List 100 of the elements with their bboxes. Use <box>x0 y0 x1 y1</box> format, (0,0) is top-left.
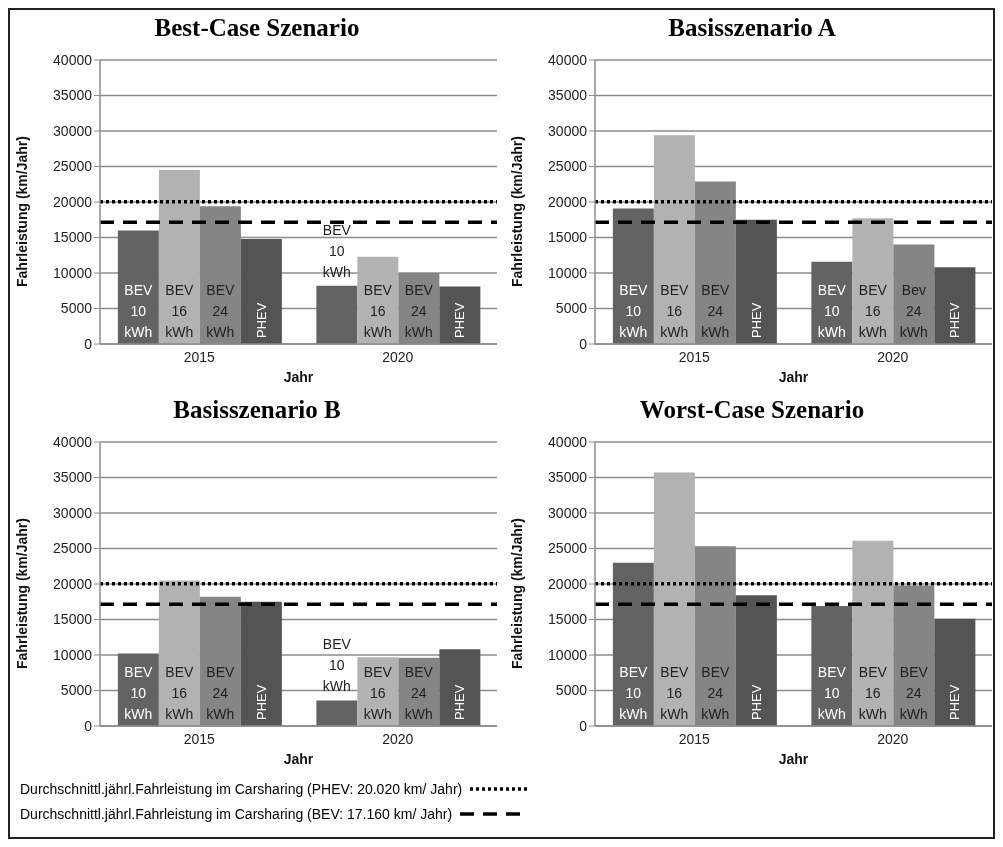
y-tick-label: 5000 <box>555 300 588 317</box>
x-axis-title: Jahr <box>778 751 809 767</box>
series-label: BEV 16 kWh <box>660 281 690 340</box>
series-label: BEV 24 kWh <box>701 281 731 340</box>
series-label: BEV 10 kWh <box>124 281 154 340</box>
series-label: BEV 16 kWh <box>165 281 195 340</box>
y-tick-label: 35000 <box>548 469 588 486</box>
chart-title: Best-Case Szenario <box>153 14 361 42</box>
annotation: Bev 24 kWh <box>899 281 928 340</box>
bar <box>612 562 654 726</box>
bar <box>158 170 200 344</box>
series-label: BEV 16 kWh <box>165 663 195 722</box>
series-label: BEV 10 kWh <box>619 281 649 340</box>
bar <box>852 540 894 726</box>
y-axis-title: Fahrleistung (km/Jahr) <box>508 518 525 669</box>
x-tick-label: 2015 <box>678 730 711 747</box>
text: BEV 10 kWh <box>817 663 846 722</box>
text: BEV 10 kWh <box>817 281 846 340</box>
series-label: PHEV <box>253 302 269 338</box>
y-tick-label: 15000 <box>548 229 588 246</box>
bar <box>240 601 282 726</box>
x-tick-label: 2020 <box>382 348 414 365</box>
bar <box>735 595 777 726</box>
y-tick-label: 25000 <box>53 540 93 557</box>
y-tick-label: 30000 <box>53 504 93 521</box>
text: BEV 10 kWh <box>322 636 351 695</box>
text: BEV 10 kWh <box>322 221 351 280</box>
bar <box>439 649 481 726</box>
bar <box>240 238 282 344</box>
y-tick-label: 20000 <box>53 193 93 210</box>
y-tick-label: 0 <box>579 335 588 352</box>
text: BEV 16 kWh <box>858 281 887 340</box>
y-tick-label: 25000 <box>548 540 588 557</box>
y-tick-label: 10000 <box>548 264 588 281</box>
y-tick-label: 20000 <box>548 193 588 210</box>
y-tick-label: 40000 <box>53 51 93 68</box>
series-label: BEV 10 kWh <box>124 663 154 722</box>
y-tick-label: 30000 <box>548 504 588 521</box>
chart-title: Worst-Case Szenario <box>638 396 866 424</box>
y-tick-label: 10000 <box>548 646 588 663</box>
x-axis-title: Jahr <box>778 369 809 385</box>
y-tick-label: 20000 <box>53 575 93 592</box>
bar <box>158 580 200 726</box>
y-tick-label: 35000 <box>548 87 588 104</box>
text: BEV 24 kWh <box>899 663 928 722</box>
x-tick-label: 2020 <box>877 730 909 747</box>
legend-label: Durchschnittl.jährl.Fahrleistung im Carsharing (PHEV: 20.020 km/ Jahr) <box>20 780 463 797</box>
bar <box>934 267 976 344</box>
series-label: PHEV <box>748 302 764 338</box>
series-label: BEV 24 kWh <box>701 663 731 722</box>
series-label: BEV 10 kWh <box>619 663 649 722</box>
text: BEV 16 kWh <box>858 663 887 722</box>
x-tick-label: 2015 <box>183 348 216 365</box>
x-tick-label: 2015 <box>183 730 216 747</box>
text: PHEV <box>947 684 963 720</box>
bar <box>316 285 358 344</box>
y-tick-label: 30000 <box>53 122 93 139</box>
text: BEV 16 kWh <box>363 281 392 340</box>
series-label: BEV 16 kWh <box>660 663 690 722</box>
series-label: BEV 24 kWh <box>206 281 236 340</box>
y-tick-label: 20000 <box>548 575 588 592</box>
bar <box>934 618 976 726</box>
y-axis-title: Fahrleistung (km/Jahr) <box>508 136 525 287</box>
y-tick-label: 5000 <box>60 682 93 699</box>
y-tick-label: 0 <box>84 717 93 734</box>
bar <box>653 472 695 726</box>
y-axis-title: Fahrleistung (km/Jahr) <box>13 136 30 287</box>
y-tick-label: 35000 <box>53 469 93 486</box>
text: BEV 24 kWh <box>404 281 433 340</box>
bar <box>439 286 481 344</box>
chart-title: Basisszenario B <box>172 396 342 424</box>
y-tick-label: 0 <box>84 335 93 352</box>
y-tick-label: 25000 <box>548 158 588 175</box>
y-axis-title: Fahrleistung (km/Jahr) <box>13 518 30 669</box>
y-tick-label: 10000 <box>53 646 93 663</box>
x-axis-title: Jahr <box>283 751 314 767</box>
y-tick-label: 25000 <box>53 158 93 175</box>
y-tick-label: 30000 <box>548 122 588 139</box>
text: PHEV <box>452 684 468 720</box>
text: BEV 16 kWh <box>363 663 392 722</box>
legend-label: Durchschnittl.jährl.Fahrleistung im Carsharing (BEV: 17.160 km/ Jahr) <box>20 805 453 822</box>
y-tick-label: 10000 <box>53 264 93 281</box>
bar <box>117 230 159 344</box>
bar <box>653 135 695 344</box>
chart-title: Basisszenario A <box>667 14 837 42</box>
x-axis-title: Jahr <box>283 369 314 385</box>
y-tick-label: 15000 <box>53 611 93 628</box>
y-tick-label: 15000 <box>53 229 93 246</box>
bar <box>811 606 853 726</box>
y-tick-label: 40000 <box>53 433 93 450</box>
text: PHEV <box>947 302 963 338</box>
y-tick-label: 0 <box>579 717 588 734</box>
text: PHEV <box>452 302 468 338</box>
x-tick-label: 2020 <box>382 730 414 747</box>
series-label: PHEV <box>748 684 764 720</box>
x-tick-label: 2015 <box>678 348 711 365</box>
y-tick-label: 15000 <box>548 611 588 628</box>
series-label: PHEV <box>253 684 269 720</box>
y-tick-label: 5000 <box>555 682 588 699</box>
y-tick-label: 40000 <box>548 433 588 450</box>
